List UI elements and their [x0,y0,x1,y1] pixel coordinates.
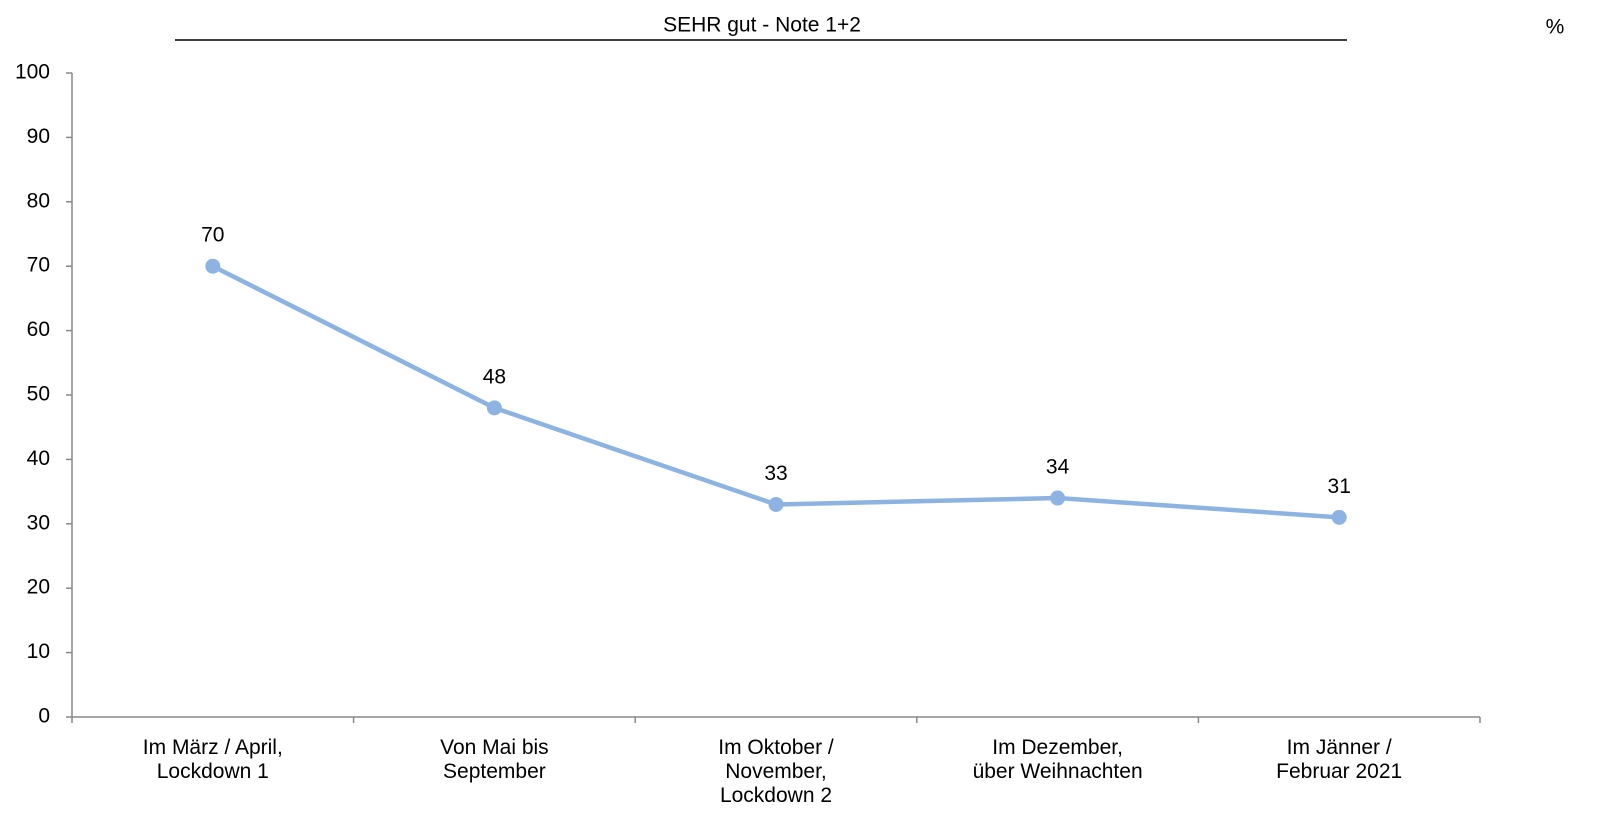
unit-label: % [1546,16,1565,39]
x-tick-label: Im März / April, Lockdown 1 [143,736,283,783]
data-label: 33 [764,462,787,485]
chart-title: SEHR gut - Note 1+2 [663,14,861,37]
marker [1050,490,1066,506]
data-label: 31 [1328,475,1351,498]
x-tick-label: Von Mai bis September [440,736,549,783]
y-tick-label: 10 [27,640,50,663]
y-tick-label: 30 [27,511,50,534]
x-tick-label: Im Dezember, über Weihnachten [973,736,1143,783]
marker [205,258,221,274]
y-tick-label: 20 [27,576,50,599]
marker [768,496,784,512]
x-tick-label: Im Oktober / November, Lockdown 2 [718,736,834,807]
marker [486,400,502,416]
data-label: 70 [201,224,224,247]
data-label: 34 [1046,456,1070,479]
marker [1331,509,1347,525]
data-label: 48 [483,365,506,388]
y-tick-label: 100 [15,61,50,84]
y-tick-label: 90 [27,125,50,148]
x-tick-label: Im Jänner / Februar 2021 [1276,736,1402,783]
y-tick-label: 40 [27,447,50,470]
y-tick-label: 80 [27,189,50,212]
y-tick-label: 70 [27,254,50,277]
y-tick-label: 0 [38,705,50,728]
y-tick-label: 50 [27,383,50,406]
y-tick-label: 60 [27,318,50,341]
